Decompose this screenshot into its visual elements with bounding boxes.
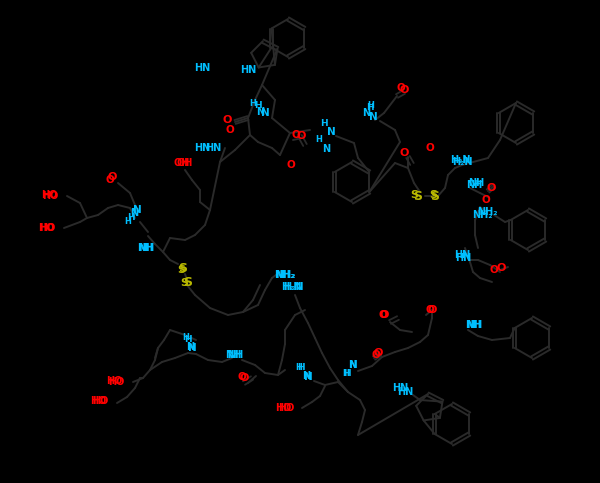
Text: HO: HO [106,376,122,386]
Text: H: H [254,100,262,110]
Text: HO: HO [38,223,54,233]
Text: O: O [482,195,490,205]
Text: NH: NH [465,320,481,330]
Text: H: H [184,335,192,343]
Text: H: H [368,100,374,110]
Text: O: O [373,348,383,358]
Text: O: O [238,372,247,382]
Text: H₂N: H₂N [452,157,472,167]
Text: O: O [106,175,115,185]
Text: HN: HN [194,143,210,153]
Text: HO: HO [275,403,291,413]
Text: O: O [490,265,499,275]
Text: OH: OH [177,158,193,168]
Text: HO: HO [39,223,55,233]
Text: N: N [362,108,370,118]
Text: N: N [260,108,269,118]
Text: HO: HO [278,403,294,413]
Text: N: N [368,112,377,122]
Text: HN: HN [455,253,471,263]
Text: H: H [125,216,131,226]
Text: O: O [292,130,301,140]
Text: N: N [133,205,142,215]
Text: N: N [188,343,196,353]
Text: H: H [366,103,374,113]
Text: O: O [296,131,305,141]
Text: S: S [180,278,188,288]
Text: O: O [223,115,232,125]
Text: N: N [186,342,194,352]
Text: NH: NH [138,243,154,253]
Text: HN: HN [194,63,210,73]
Text: HO: HO [108,377,124,387]
Text: HN: HN [240,65,256,75]
Text: H: H [182,333,190,342]
Text: S: S [429,190,437,200]
Text: S: S [413,189,422,202]
Text: S: S [410,190,418,200]
Text: O: O [226,125,235,135]
Text: S: S [431,189,439,202]
Text: NH: NH [466,180,482,190]
Text: H: H [343,369,349,378]
Text: O: O [400,85,409,95]
Text: O: O [371,350,380,360]
Text: H: H [316,136,322,144]
Text: O: O [400,148,409,158]
Text: N: N [322,144,330,154]
Text: O: O [239,373,248,383]
Text: NH: NH [466,320,482,330]
Text: NH: NH [137,243,153,253]
Text: N: N [326,127,335,137]
Text: HN: HN [392,383,408,393]
Text: O: O [397,83,406,93]
Text: O: O [487,183,496,193]
Text: NH₂: NH₂ [472,210,492,220]
Text: HO: HO [92,396,108,406]
Text: H₂N: H₂N [450,155,470,165]
Text: NH₂: NH₂ [477,207,497,217]
Text: O: O [379,310,389,320]
Text: N: N [348,360,356,370]
Text: H: H [250,99,256,108]
Text: H₂N: H₂N [283,282,303,292]
Text: HN: HN [397,387,413,397]
Text: NH: NH [225,350,241,360]
Text: N: N [304,372,313,382]
Text: S: S [179,261,187,274]
Text: OH: OH [174,158,190,168]
Text: NH₂: NH₂ [274,270,294,280]
Text: O: O [287,160,295,170]
Text: O: O [379,310,388,320]
Text: H: H [343,369,351,379]
Text: NH: NH [227,350,243,360]
Text: N: N [302,371,310,381]
Text: O: O [425,305,434,315]
Text: O: O [425,143,434,153]
Text: S: S [177,265,185,275]
Text: HO: HO [42,191,58,201]
Text: HO: HO [90,396,106,406]
Text: H: H [127,213,135,223]
Text: NH: NH [468,178,484,188]
Text: HN: HN [205,143,221,153]
Text: H₂N: H₂N [281,282,301,292]
Text: O: O [427,305,437,315]
Text: HO: HO [41,190,57,200]
Text: O: O [107,172,116,182]
Text: HN: HN [454,250,470,260]
Text: H: H [296,364,302,372]
Text: H: H [320,119,328,128]
Text: N: N [349,360,358,370]
Text: H: H [297,364,305,372]
Text: N: N [130,208,138,218]
Text: S: S [184,275,193,288]
Text: N: N [256,107,264,117]
Text: O: O [496,263,506,273]
Text: NH₂: NH₂ [275,270,295,280]
